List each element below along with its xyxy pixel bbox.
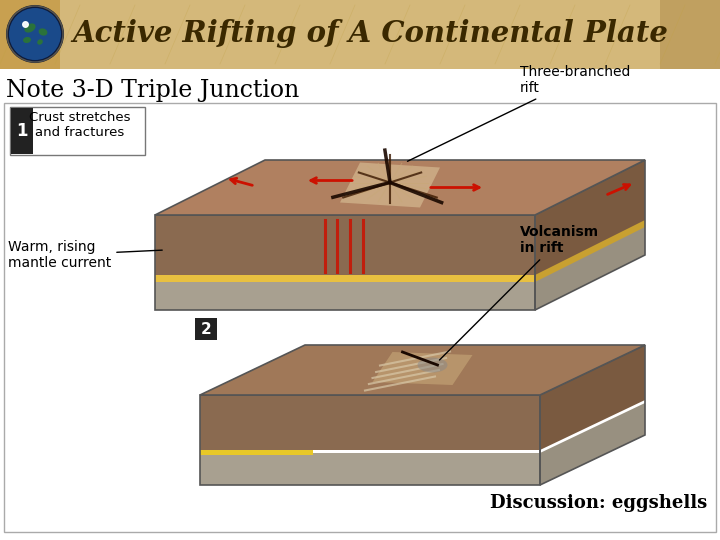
- Ellipse shape: [24, 23, 35, 32]
- Text: Note 3-D Triple Junction: Note 3-D Triple Junction: [6, 79, 300, 103]
- Polygon shape: [200, 395, 540, 450]
- Polygon shape: [155, 272, 535, 282]
- Bar: [195, 318, 217, 340]
- Polygon shape: [540, 345, 645, 450]
- Polygon shape: [200, 445, 313, 455]
- Circle shape: [7, 6, 63, 62]
- Text: 2: 2: [201, 321, 212, 336]
- Bar: [60, 0, 660, 69]
- Polygon shape: [372, 352, 472, 385]
- Bar: [11, 108, 33, 154]
- Bar: [660, 0, 720, 69]
- Ellipse shape: [37, 39, 42, 45]
- Ellipse shape: [23, 37, 31, 43]
- Ellipse shape: [418, 357, 448, 373]
- Text: Active Rifting of A Continental Plate: Active Rifting of A Continental Plate: [72, 19, 668, 48]
- Polygon shape: [540, 403, 645, 485]
- Circle shape: [9, 8, 61, 60]
- Text: Crust stretches
and fractures: Crust stretches and fractures: [30, 111, 131, 139]
- Bar: [10, 107, 145, 155]
- Polygon shape: [200, 345, 645, 395]
- Bar: [4, 103, 716, 532]
- Text: Warm, rising
mantle current: Warm, rising mantle current: [8, 240, 162, 270]
- Polygon shape: [535, 225, 645, 310]
- Polygon shape: [155, 215, 535, 275]
- Polygon shape: [155, 160, 645, 215]
- Text: Three-branched
rift: Three-branched rift: [408, 65, 631, 161]
- Bar: [0, 0, 60, 69]
- Text: Discussion: eggshells: Discussion: eggshells: [490, 494, 707, 512]
- Polygon shape: [535, 160, 645, 275]
- Polygon shape: [340, 163, 440, 207]
- Polygon shape: [200, 453, 540, 485]
- Text: Volcanism
in rift: Volcanism in rift: [439, 225, 599, 360]
- Text: 1: 1: [17, 122, 28, 140]
- Ellipse shape: [39, 29, 48, 36]
- Polygon shape: [535, 217, 645, 282]
- Polygon shape: [155, 280, 535, 310]
